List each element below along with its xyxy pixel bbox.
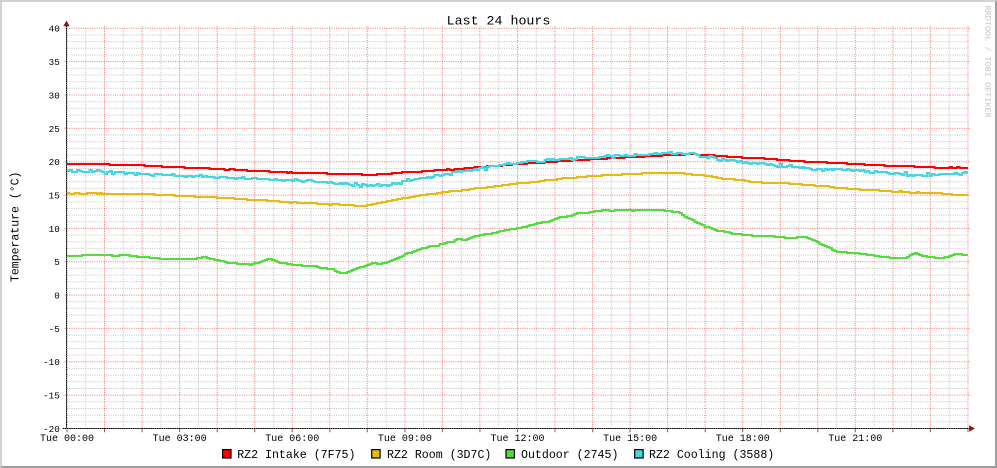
- svg-text:25: 25: [49, 124, 60, 135]
- svg-text:10: 10: [49, 224, 60, 235]
- svg-text:Tue 18:00: Tue 18:00: [716, 434, 770, 445]
- svg-text:20: 20: [49, 157, 60, 168]
- svg-text:RRDTOOL / TOBI OETIKER: RRDTOOL / TOBI OETIKER: [982, 6, 992, 118]
- svg-text:-10: -10: [43, 357, 60, 368]
- svg-text:-5: -5: [49, 324, 60, 335]
- svg-text:Tue 03:00: Tue 03:00: [153, 434, 207, 445]
- svg-text:Tue 21:00: Tue 21:00: [828, 434, 882, 445]
- svg-text:Temperature (°C): Temperature (°C): [10, 172, 23, 282]
- svg-text:Tue 06:00: Tue 06:00: [265, 434, 319, 445]
- svg-text:Tue 00:00: Tue 00:00: [40, 434, 94, 445]
- svg-text:0: 0: [54, 291, 60, 302]
- svg-text:35: 35: [49, 57, 60, 68]
- svg-text:15: 15: [49, 191, 60, 202]
- svg-text:30: 30: [49, 90, 60, 101]
- svg-text:Tue 15:00: Tue 15:00: [603, 434, 657, 445]
- svg-text:Outdoor (2745): Outdoor (2745): [521, 449, 618, 462]
- svg-text:Tue 09:00: Tue 09:00: [378, 434, 432, 445]
- svg-text:RZ2 Room (3D7C): RZ2 Room (3D7C): [387, 449, 491, 462]
- svg-text:Last 24 hours: Last 24 hours: [447, 14, 551, 29]
- svg-text:-20: -20: [43, 424, 60, 435]
- svg-text:RZ2 Cooling (3588): RZ2 Cooling (3588): [649, 449, 774, 462]
- svg-text:-15: -15: [43, 391, 60, 402]
- svg-text:RZ2 Intake (7F75): RZ2 Intake (7F75): [237, 449, 355, 462]
- svg-text:Tue 12:00: Tue 12:00: [490, 434, 544, 445]
- svg-text:5: 5: [54, 257, 60, 268]
- svg-text:40: 40: [49, 24, 60, 35]
